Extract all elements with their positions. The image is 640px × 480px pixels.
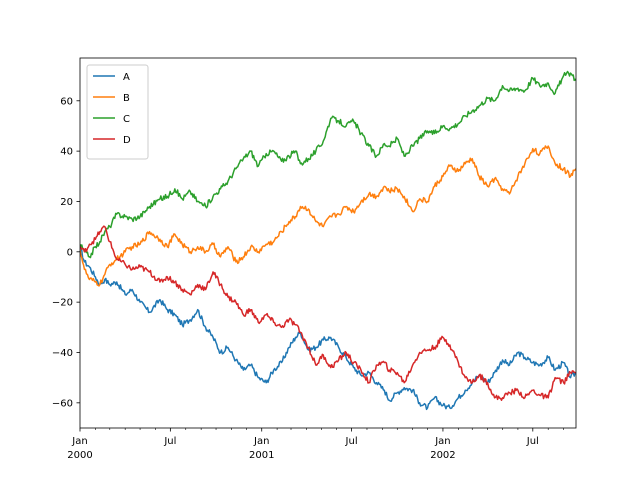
y-tick-label: −40 xyxy=(52,348,73,359)
y-tick-label: −20 xyxy=(52,298,73,309)
x-tick-label: Jul xyxy=(163,436,176,447)
x-tick-label: Jul xyxy=(526,436,539,447)
y-tick-label: 20 xyxy=(60,197,73,208)
y-tick-label: 40 xyxy=(60,147,73,158)
x-tick-year-label: 2001 xyxy=(249,450,274,461)
y-tick-label: 0 xyxy=(67,247,73,258)
series-line-A xyxy=(80,246,576,411)
x-tick-label: Jan xyxy=(434,436,450,447)
series-layer xyxy=(80,70,576,411)
axes-layer: −60 −40 −20 0 20 40 60 Jan 2000 Jul Jan 2001 Jul Jan 2… xyxy=(52,57,577,461)
series-line-C xyxy=(80,70,576,259)
plot-frame xyxy=(79,57,577,429)
x-tick-label: Jan xyxy=(253,436,269,447)
legend-label-A: A xyxy=(123,72,130,83)
series-line-D xyxy=(80,225,576,401)
x-tick-year-label: 2002 xyxy=(430,450,455,461)
x-tick-label: Jan xyxy=(71,436,87,447)
y-tick-label: 60 xyxy=(60,96,73,107)
legend-label-B: B xyxy=(123,93,130,104)
legend-label-C: C xyxy=(123,114,130,125)
series-line-B xyxy=(80,145,576,287)
y-tick-label: −60 xyxy=(52,398,73,409)
legend-label-D: D xyxy=(123,135,131,146)
x-tick-year-label: 2000 xyxy=(67,450,92,461)
x-tick-label: Jul xyxy=(345,436,358,447)
legend-box xyxy=(86,64,149,160)
